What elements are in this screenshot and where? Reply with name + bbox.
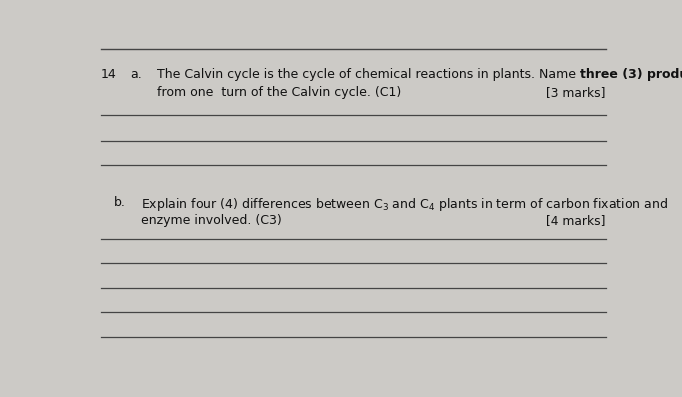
- Text: [3 marks]: [3 marks]: [546, 86, 606, 99]
- Text: three (3) products: three (3) products: [580, 67, 682, 81]
- Text: Explain four (4) differences between $\mathregular{C_3}$ and $\mathregular{C_4}$: Explain four (4) differences between $\m…: [140, 196, 668, 213]
- Text: from one  turn of the Calvin cycle. (C1): from one turn of the Calvin cycle. (C1): [157, 86, 401, 99]
- Text: enzyme involved. (C3): enzyme involved. (C3): [140, 214, 282, 227]
- Text: [4 marks]: [4 marks]: [546, 214, 606, 227]
- Text: a.: a.: [130, 67, 142, 81]
- Text: b.: b.: [115, 196, 126, 209]
- Text: 14: 14: [101, 67, 117, 81]
- Text: The Calvin cycle is the cycle of chemical reactions in plants. Name: The Calvin cycle is the cycle of chemica…: [157, 67, 580, 81]
